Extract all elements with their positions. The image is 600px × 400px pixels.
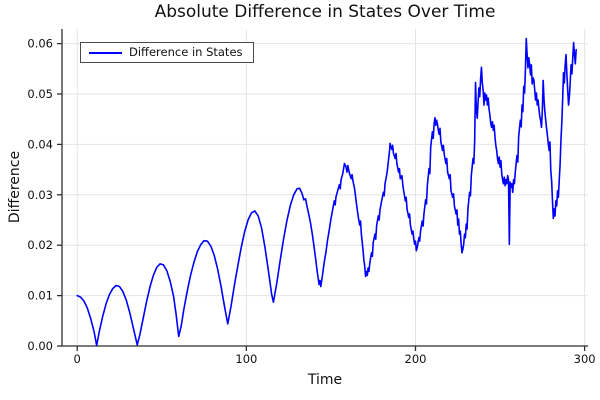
legend-label: Difference in States — [129, 44, 243, 59]
x-axis-label: Time — [307, 372, 343, 388]
legend-line-sample — [89, 51, 122, 54]
y-tick-label: 0.00 — [27, 339, 53, 353]
x-tick-label: 100 — [235, 352, 257, 366]
legend: Difference in States — [80, 42, 254, 63]
x-tick-label: 200 — [405, 352, 427, 366]
y-axis-label: Difference — [7, 150, 23, 224]
chart-title: Absolute Difference in States Over Time — [154, 2, 496, 22]
x-tick-label: 300 — [574, 352, 596, 366]
series-line — [76, 37, 577, 347]
y-tick-label: 0.01 — [27, 289, 53, 303]
y-tick-label: 0.05 — [27, 87, 53, 101]
y-tick-label: 0.02 — [27, 238, 53, 252]
y-tick-label: 0.04 — [27, 137, 53, 151]
y-tick-label: 0.03 — [27, 188, 53, 202]
x-tick-label: 0 — [74, 352, 81, 366]
y-tick-label: 0.06 — [27, 37, 53, 51]
